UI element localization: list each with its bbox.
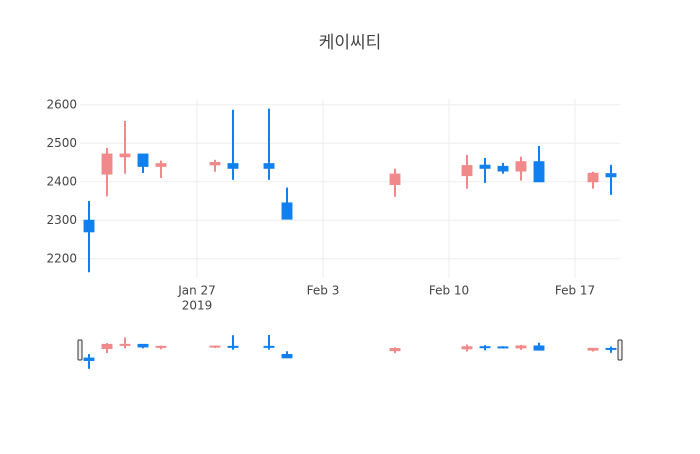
slider-candle-body	[209, 345, 221, 348]
x-tick-label: Feb 17	[555, 284, 595, 298]
slider-candle-body	[263, 345, 275, 348]
slider-candle-body	[515, 345, 527, 349]
slider-candle-body	[101, 343, 113, 350]
y-tick-label: 2300	[46, 213, 77, 227]
slider-candle-body	[281, 353, 293, 359]
slider-candle-body	[587, 347, 599, 351]
candle-body	[209, 162, 221, 166]
candle-body	[479, 164, 491, 169]
slider-candle-body	[605, 347, 617, 350]
candle-body	[83, 219, 95, 233]
candle-body	[461, 165, 473, 177]
slider-candle-body	[119, 343, 131, 346]
candle-body	[533, 161, 545, 183]
candle-body	[119, 153, 131, 158]
x-tick-label: Feb 10	[429, 284, 469, 298]
x-tick-label: 2019	[182, 299, 213, 313]
candle-body	[263, 163, 275, 169]
candle-body	[137, 153, 149, 167]
candle-body	[227, 163, 239, 169]
candle-body	[497, 165, 509, 172]
rangeslider-handle	[77, 339, 83, 361]
candle-body	[101, 153, 113, 175]
candle-body	[389, 173, 401, 185]
rangeslider-handle	[617, 339, 623, 361]
x-tick-label: Jan 27	[177, 284, 216, 298]
slider-candle-body	[479, 346, 491, 349]
candle-body	[587, 172, 599, 183]
slider-candle-body	[155, 345, 167, 348]
slider-candle-body	[461, 346, 473, 350]
slider-candle-body	[137, 343, 149, 348]
x-tick-label: Feb 3	[307, 284, 340, 298]
chart-title: 케이씨티	[319, 33, 382, 53]
slider-candle-body	[227, 345, 239, 348]
rangeslider	[80, 338, 620, 362]
y-tick-label: 2500	[46, 136, 77, 150]
y-tick-label: 2600	[46, 97, 77, 111]
slider-candle-body	[497, 346, 509, 349]
candle-body	[605, 173, 617, 178]
candle-body	[515, 161, 527, 172]
candle-body	[155, 163, 167, 167]
slider-candle-body	[83, 357, 95, 361]
candle-body	[281, 202, 293, 220]
slider-candle-body	[533, 345, 545, 351]
y-tick-label: 2200	[46, 251, 77, 265]
slider-candle-body	[389, 348, 401, 352]
y-tick-label: 2400	[46, 174, 77, 188]
